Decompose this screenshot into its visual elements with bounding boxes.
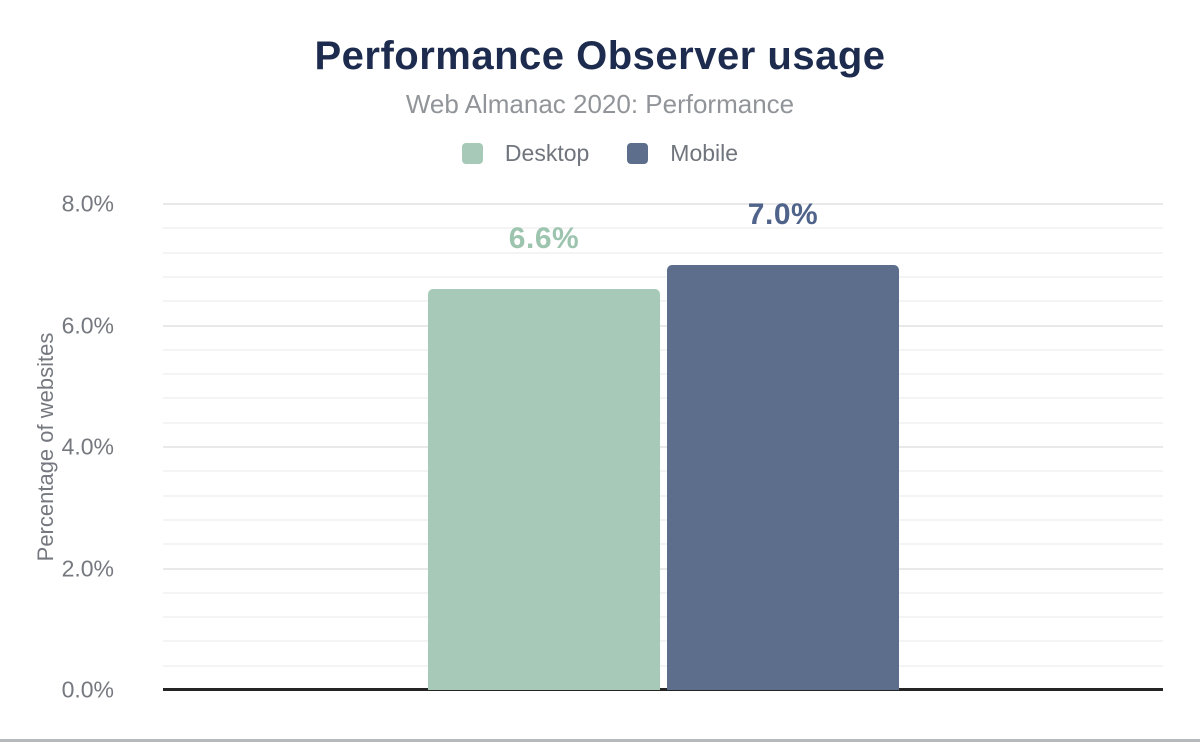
minor-gridline [163,421,1163,424]
legend: Desktop Mobile [0,140,1200,167]
y-axis-tick-label: 2.0% [61,555,114,581]
chart-title: Performance Observer usage [314,34,886,78]
legend-swatch-mobile [627,143,649,164]
major-gridline [163,446,1163,448]
minor-gridline [163,640,1163,643]
legend-item-mobile[interactable]: Mobile [627,140,738,167]
major-gridline [163,567,1163,570]
y-axis-tick-label: 4.0% [61,433,114,460]
major-gridline [163,324,1163,327]
minor-gridline [163,494,1163,497]
minor-gridline [163,616,1163,619]
y-axis-tick-label: 0.0% [61,676,114,703]
bar-value-label-desktop: 6.6% [508,222,580,256]
minor-gridline [163,300,1163,303]
bar-desktop[interactable] [428,289,660,690]
bar-mobile[interactable] [667,264,899,690]
legend-item-desktop[interactable]: Desktop [461,140,590,167]
y-axis-tick-label: 8.0% [61,190,114,217]
y-axis-tick-label: 6.0% [61,312,114,338]
bar-value-label-mobile: 7.0% [747,197,819,231]
legend-label: Desktop [504,140,590,166]
y-axis-title: Percentage of websites [33,332,58,562]
minor-gridline [163,373,1163,376]
page-bottom-border [0,739,1200,742]
legend-label: Mobile [670,140,739,166]
minor-gridline [163,518,1163,521]
minor-gridline [163,348,1163,351]
minor-gridline [163,543,1163,546]
minor-gridline [163,591,1163,594]
minor-gridline [163,470,1163,473]
minor-gridline [163,397,1163,400]
minor-gridline [163,251,1163,254]
legend-swatch-desktop [461,143,483,164]
minor-gridline [163,227,1163,230]
minor-gridline [163,664,1163,667]
plot-area: 0.0% 2.0% 4.0% 6.0% 8.0% 6.6% 7.0% [62,191,1163,703]
chart-subtitle: Web Almanac 2020: Performance [405,89,795,119]
minor-gridline [163,275,1163,278]
major-gridline [163,203,1163,205]
x-axis-line [163,688,1163,691]
